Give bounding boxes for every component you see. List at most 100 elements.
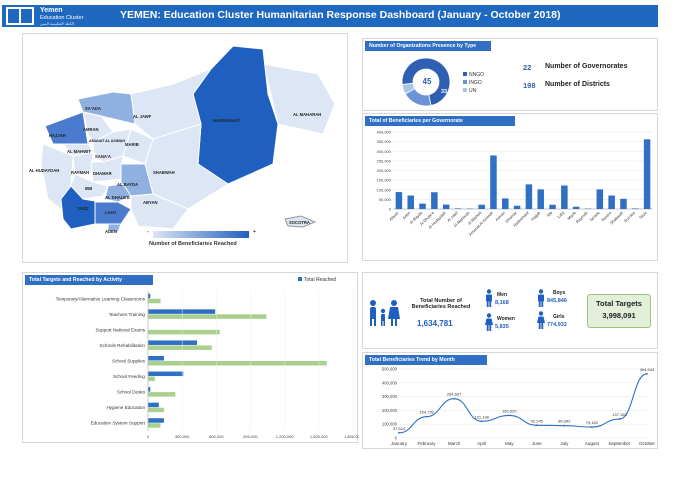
activity-label: School Supplies — [112, 359, 146, 364]
map-label: RAYMAH — [71, 170, 89, 175]
map-label: SANA'A — [95, 154, 111, 159]
map-label: AL BAYDA — [117, 182, 138, 187]
bar-target — [148, 345, 212, 350]
map-label: TAIZZ — [77, 206, 89, 211]
map-region-hajjah — [44, 111, 89, 145]
slice-label-un: 3 — [413, 56, 416, 62]
month-label: June — [532, 441, 542, 446]
boys-label: Boys — [553, 290, 566, 296]
men-value: 8,168 — [495, 300, 509, 306]
trend-point — [535, 424, 538, 427]
bar-reached — [148, 387, 151, 392]
gov-bar-chart: 0 50,000 100,000 150,000 200,000 250,000 300,0… — [377, 130, 653, 237]
x-tick-label: Sa'ada — [588, 210, 601, 223]
bar-reached — [148, 418, 164, 423]
orgs-legend: NNGO INGO UN — [463, 71, 484, 95]
data-label: 137,153 — [612, 412, 627, 417]
month-label: January — [391, 441, 408, 446]
map-region-abyan — [130, 193, 189, 230]
gov-chart-panel: Total of Beneficiaries per Governorate 0… — [362, 113, 658, 261]
x-tick-label: Taizz — [638, 210, 648, 220]
x-tick-label: Abyan — [388, 210, 400, 222]
bar-hadramaut — [525, 184, 533, 209]
map-region-alJawf — [130, 67, 213, 140]
page-title: YEMEN: Education Cluster Humanitarian Re… — [120, 9, 561, 21]
x-tick-label: 300,000 — [175, 434, 190, 439]
data-label: 121,138 — [474, 414, 489, 419]
y-tick-label: 0 — [389, 207, 392, 212]
map-label: IBB — [85, 186, 92, 191]
x-tick-label: Aden — [401, 210, 411, 220]
activity-title: Total Targets and Reached by Activity — [25, 275, 153, 285]
map-region-aden — [107, 223, 122, 233]
bar-reached — [148, 402, 159, 408]
trend-point — [398, 431, 400, 434]
y-tick-label: 300,000 — [382, 394, 398, 399]
map-label: AMRAN — [83, 127, 99, 132]
data-label: 79,162 — [586, 420, 599, 425]
reached-value: 1,634,781 — [417, 319, 453, 328]
activity-label: Temporary/Alternative Learning Classroom… — [56, 296, 146, 301]
x-tick-label: 1,200,000 — [276, 434, 295, 439]
legend-item-ingo: INGO — [463, 79, 484, 87]
men-label: Men — [497, 292, 507, 298]
x-tick-label: Amran — [494, 210, 506, 222]
map-label: SHABWAH — [153, 170, 175, 175]
month-label: July — [560, 441, 569, 446]
women-value: 5,835 — [495, 324, 509, 330]
map-label: AL DHALE'E — [105, 195, 130, 200]
trend-point — [480, 420, 483, 423]
bar-shabwah — [620, 198, 627, 209]
activity-label: Support National Exams — [95, 327, 145, 332]
map-panel: SA'ADA HAJJAH AMRAN AL JAWF HADRAMAUT AL… — [22, 33, 348, 263]
bar-reached — [148, 371, 184, 377]
month-label: August — [585, 441, 600, 446]
map-label: DHAMAR — [93, 171, 112, 176]
bar-target — [148, 423, 161, 428]
bar-al-dhale-e — [431, 192, 438, 209]
bar-aden — [407, 195, 414, 209]
trend-panel: Total Beneficiaries Trend by Month 0 100,… — [362, 352, 658, 449]
bar-al-mahwit — [478, 204, 485, 209]
logo-subtitle: Education Cluster — [40, 15, 84, 21]
y-tick-label: 350,000 — [377, 139, 392, 144]
bar-target — [148, 392, 176, 397]
x-tick-label: 600,000 — [209, 434, 224, 439]
bar-taizz — [643, 139, 651, 209]
gov-count: 22 — [523, 63, 532, 72]
bar-ibb — [549, 204, 556, 209]
map-label: HAJJAH — [49, 133, 66, 138]
activity-label: School Desks — [117, 390, 146, 395]
boy-icon — [538, 289, 544, 307]
month-label: April — [477, 441, 486, 446]
boys-value: 845,846 — [547, 298, 567, 304]
x-tick-label: Raymah — [575, 210, 589, 224]
legend-title: Number of Beneficiaries Reached — [149, 241, 237, 247]
bar-socotra — [632, 208, 639, 209]
legend-item-nngo: NNGO — [463, 71, 484, 79]
y-tick-label: 400,000 — [382, 380, 398, 385]
reached-label: Total Number of Beneficiaries Reached — [411, 298, 471, 310]
map-label: ABYAN — [143, 200, 158, 205]
bar-target — [148, 298, 161, 304]
activity-label: Hygiene Education — [106, 405, 145, 410]
targets-value: 3,998,091 — [602, 311, 636, 320]
donut-hole — [413, 69, 439, 95]
totals-panel: Total Number of Beneficiaries Reached 1,… — [362, 272, 658, 349]
map-legend-gradient — [153, 231, 249, 238]
header-bar: Yemen Education Cluster الكتلة التعليمية… — [2, 5, 658, 27]
trend-point — [508, 414, 511, 417]
month-label: May — [505, 441, 514, 446]
bar-marib — [572, 206, 580, 209]
map-region-raymah — [72, 151, 94, 175]
map-label: MARIB — [125, 142, 139, 147]
man-icon — [486, 289, 492, 307]
trend-point — [563, 424, 566, 427]
bar-amanat-al-asimah — [490, 155, 497, 209]
woman-icon — [485, 313, 493, 331]
bar-hajjah — [537, 189, 544, 209]
month-label: September — [608, 441, 631, 446]
book-icon — [6, 7, 34, 25]
bar-target — [148, 361, 327, 366]
trend-line — [398, 373, 648, 434]
